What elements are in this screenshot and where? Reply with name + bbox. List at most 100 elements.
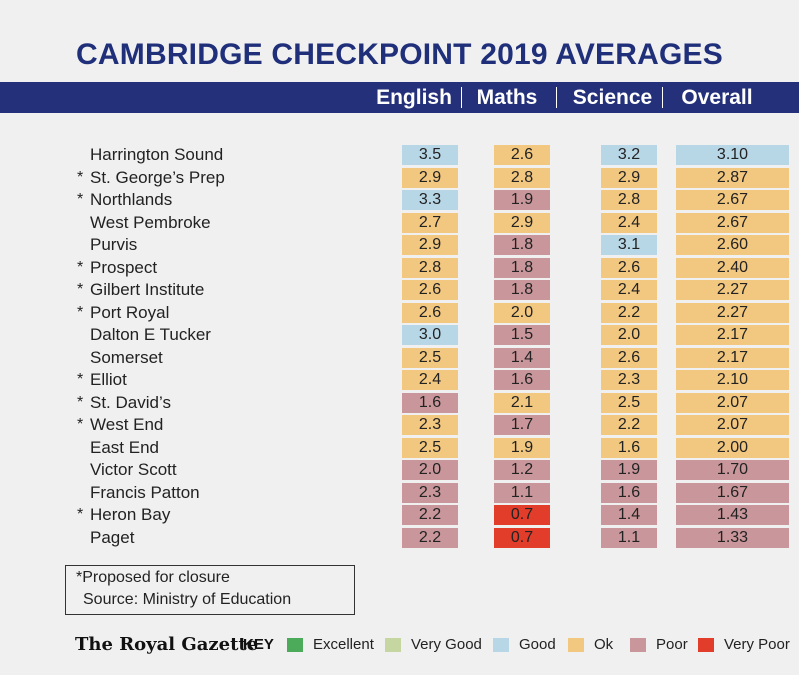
legend-swatch-good	[493, 638, 509, 652]
score-cell-english: 3.3	[402, 190, 458, 210]
school-name: Prospect	[90, 257, 158, 277]
score-cell-overall: 2.60	[676, 235, 789, 255]
closure-marker: *	[77, 506, 84, 523]
score-cell-overall: 2.67	[676, 212, 789, 233]
score-cell-english: 2.6	[402, 280, 458, 300]
score-cell-maths: 1.4	[494, 347, 550, 368]
closure-marker: *	[77, 303, 84, 321]
score-cell-maths: 2.1	[494, 392, 550, 413]
legend-label: Good	[519, 636, 556, 653]
column-separator	[461, 87, 462, 108]
score-cell-maths: 2.8	[494, 167, 550, 188]
column-separator	[662, 87, 663, 108]
score-cell-maths: 0.7	[494, 527, 550, 548]
score-cell-science: 1.4	[601, 505, 657, 525]
legend-label: Poor	[656, 636, 688, 653]
score-cell-overall: 2.87	[676, 167, 789, 188]
school-name: Victor Scott	[90, 460, 177, 479]
school-name: Port Royal	[90, 302, 170, 322]
school-name: Gilbert Institute	[90, 280, 205, 299]
school-name: Harrington Sound	[90, 145, 224, 164]
score-cell-overall: 1.43	[676, 505, 789, 525]
table-row: * Heron Bay 2.2 0.7 1.4 1.43	[0, 505, 799, 525]
score-cell-science: 1.6	[601, 437, 657, 458]
school-name: East End	[90, 437, 159, 457]
table-row: Paget 2.2 0.7 1.1 1.33	[0, 527, 799, 548]
score-cell-science: 2.6	[601, 347, 657, 368]
score-cell-english: 2.7	[402, 212, 458, 233]
table-row: Somerset 2.5 1.4 2.6 2.17	[0, 347, 799, 368]
school-name: St. George’s Prep	[90, 167, 225, 187]
score-cell-english: 1.6	[402, 392, 458, 413]
score-cell-science: 3.1	[601, 235, 657, 255]
score-cell-english: 2.4	[402, 370, 458, 390]
royal-gazette-logo: The Royal Gazette	[75, 634, 259, 655]
closure-marker: *	[77, 281, 84, 298]
legend-label: Very Poor	[724, 636, 790, 653]
score-cell-maths: 1.9	[494, 190, 550, 210]
score-cell-science: 1.1	[601, 527, 657, 548]
score-cell-english: 2.5	[402, 347, 458, 368]
school-name: Francis Patton	[90, 482, 200, 502]
school-name: St. David’s	[90, 392, 171, 412]
school-name: Heron Bay	[90, 505, 171, 524]
footnote-closure: *Proposed for closure	[76, 569, 230, 586]
key-label: KEY	[243, 636, 274, 653]
footnote-box: *Proposed for closure Source: Ministry o…	[65, 565, 355, 615]
column-header-bar: English Maths Science Overall	[0, 82, 799, 113]
score-cell-overall: 2.17	[676, 325, 789, 345]
score-cell-english: 2.0	[402, 460, 458, 480]
score-cell-science: 3.2	[601, 145, 657, 165]
score-cell-maths: 0.7	[494, 505, 550, 525]
score-cell-english: 2.3	[402, 482, 458, 503]
score-cell-english: 2.2	[402, 505, 458, 525]
score-cell-maths: 2.0	[494, 302, 550, 323]
score-cell-overall: 2.00	[676, 437, 789, 458]
score-cell-overall: 3.10	[676, 145, 789, 165]
school-name: Elliot	[90, 370, 127, 389]
score-cell-science: 1.6	[601, 482, 657, 503]
score-cell-english: 2.9	[402, 167, 458, 188]
table-row: * Prospect 2.8 1.8 2.6 2.40	[0, 257, 799, 278]
score-cell-maths: 2.6	[494, 145, 550, 165]
school-name: Dalton E Tucker	[90, 325, 211, 344]
footer: The Royal Gazette KEY Excellent Very Good…	[0, 633, 799, 657]
table-row: * West End 2.3 1.7 2.2 2.07	[0, 415, 799, 435]
table-row: Francis Patton 2.3 1.1 1.6 1.67	[0, 482, 799, 503]
school-name: Paget	[90, 527, 135, 547]
score-cell-maths: 1.1	[494, 482, 550, 503]
school-name: Northlands	[90, 190, 173, 209]
score-cell-overall: 2.40	[676, 257, 789, 278]
school-name: Purvis	[90, 235, 138, 254]
score-cell-science: 1.9	[601, 460, 657, 480]
column-header-english: English	[376, 86, 452, 109]
score-cell-overall: 1.67	[676, 482, 789, 503]
school-name: West Pembroke	[90, 212, 211, 232]
score-cell-maths: 1.9	[494, 437, 550, 458]
score-cell-overall: 2.07	[676, 415, 789, 435]
score-cell-english: 2.2	[402, 527, 458, 548]
legend-label: Very Good	[411, 636, 482, 653]
closure-marker: *	[77, 371, 84, 388]
legend-label: Ok	[594, 636, 614, 653]
score-cell-overall: 2.07	[676, 392, 789, 413]
table-row: Purvis 2.9 1.8 3.1 2.60	[0, 235, 799, 255]
score-cell-maths: 2.9	[494, 212, 550, 233]
closure-marker: *	[77, 258, 84, 276]
legend-swatch-ok	[568, 638, 584, 652]
legend-label: Excellent	[313, 636, 374, 653]
score-cell-maths: 1.8	[494, 280, 550, 300]
column-separator	[556, 87, 557, 108]
table-row: West Pembroke 2.7 2.9 2.4 2.67	[0, 212, 799, 233]
footnote-source: Source: Ministry of Education	[83, 591, 292, 608]
table-row: Victor Scott 2.0 1.2 1.9 1.70	[0, 460, 799, 480]
score-cell-overall: 2.67	[676, 190, 789, 210]
score-cell-english: 2.6	[402, 302, 458, 323]
score-cell-maths: 1.8	[494, 257, 550, 278]
score-cell-overall: 1.33	[676, 527, 789, 548]
score-cell-science: 2.9	[601, 167, 657, 188]
score-cell-english: 2.8	[402, 257, 458, 278]
score-cell-maths: 1.6	[494, 370, 550, 390]
table-row: * Port Royal 2.6 2.0 2.2 2.27	[0, 302, 799, 323]
closure-marker: *	[77, 416, 84, 433]
